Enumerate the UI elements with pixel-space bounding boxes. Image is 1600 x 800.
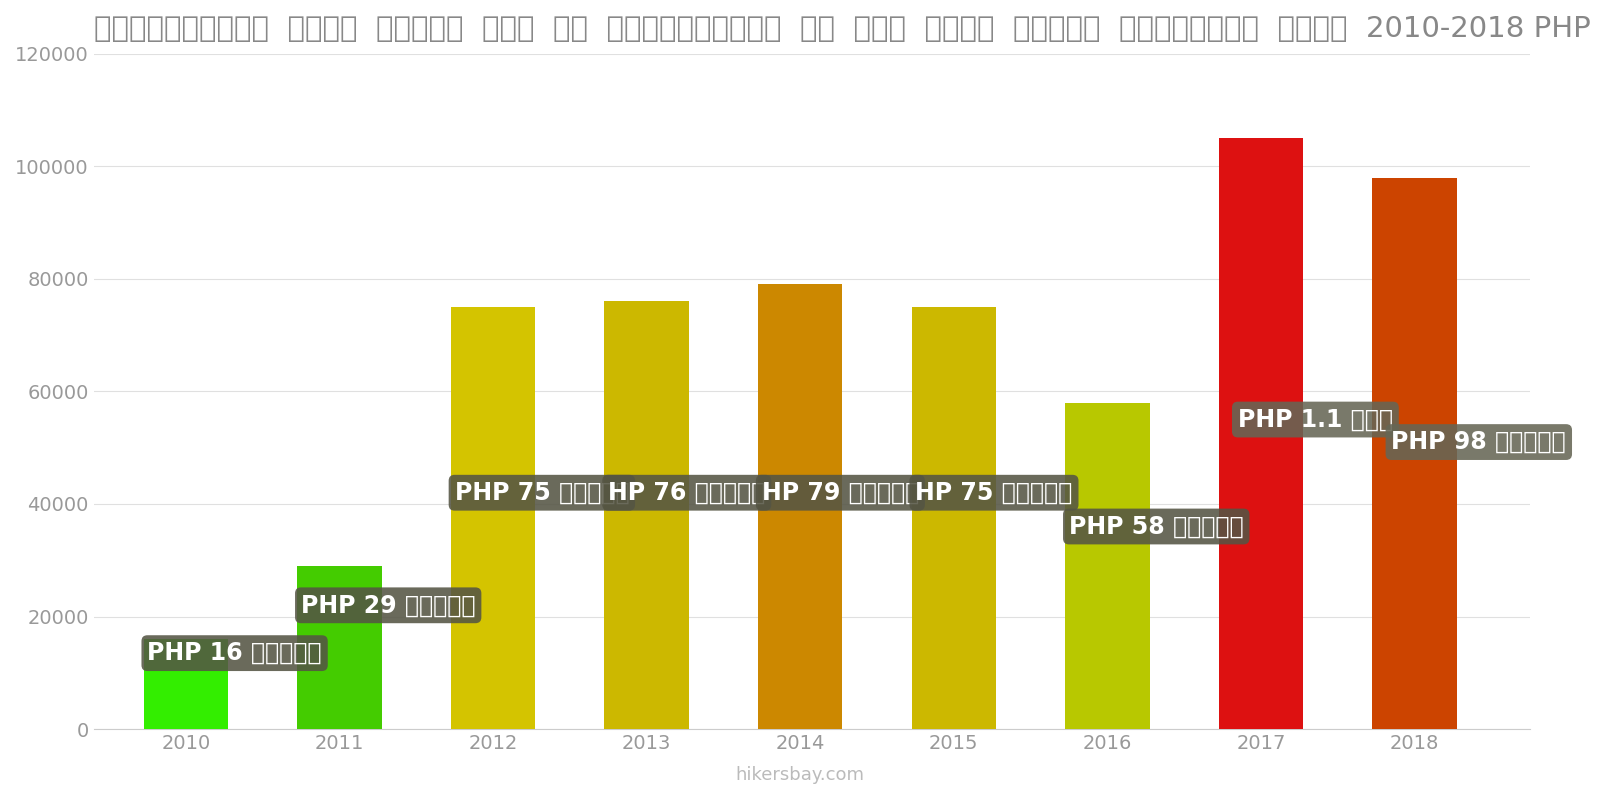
Bar — [1219, 138, 1302, 729]
Bar — [298, 566, 382, 729]
Text: फ़िलीपीन्स  सिटी  सेंटर  में  एक  अपार्टमेंट  के  लिए  कीमत  प्रति  स्क्वायर  मी: फ़िलीपीन्स सिटी सेंटर में एक अपार्टमेंट … — [94, 15, 1590, 43]
Bar — [1373, 178, 1456, 729]
Text: PHP 16 हज़ार: PHP 16 हज़ार — [147, 641, 322, 665]
Text: HP 76 हज़ार: HP 76 हज़ार — [608, 481, 765, 505]
Text: PHP 75 हज़ार: PHP 75 हज़ार — [454, 481, 629, 505]
Bar — [1066, 402, 1149, 729]
Bar — [144, 639, 229, 729]
Text: hikersbay.com: hikersbay.com — [736, 766, 864, 784]
Text: PHP 98 हज़ार: PHP 98 हज़ार — [1392, 430, 1566, 454]
Text: PHP 1.1 लाख: PHP 1.1 लाख — [1238, 407, 1394, 431]
Text: PHP 29 हज़ार: PHP 29 हज़ार — [301, 594, 475, 618]
Bar — [605, 302, 688, 729]
Bar — [758, 285, 842, 729]
Text: HP 75 हज़ार: HP 75 हज़ार — [915, 481, 1072, 505]
Bar — [451, 307, 534, 729]
Bar — [912, 307, 995, 729]
Text: PHP 58 हज़ार: PHP 58 हज़ार — [1069, 514, 1243, 538]
Text: HP 79 हज़ार: HP 79 हज़ार — [762, 481, 918, 505]
